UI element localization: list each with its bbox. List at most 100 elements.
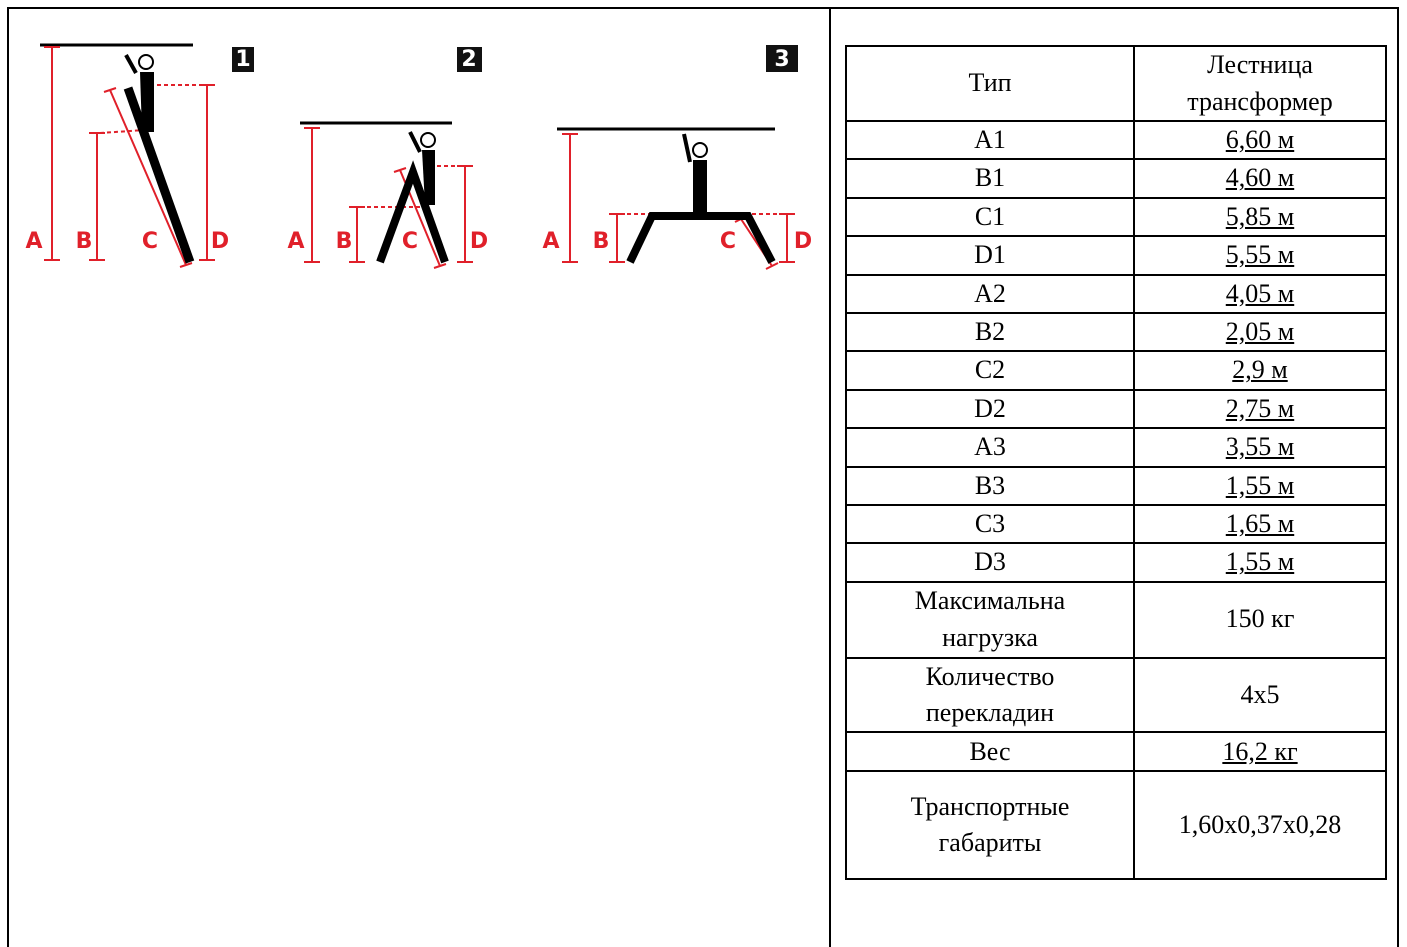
param-name: D2 — [974, 393, 1006, 423]
table-cell: B2 — [845, 311, 1135, 353]
dimension-label: C — [142, 229, 158, 254]
param-name: A3 — [974, 432, 1006, 462]
param-name: C2 — [974, 355, 1006, 385]
table-cell: 3,55 м — [1133, 427, 1387, 468]
table-cell: 2,75 м — [1133, 388, 1387, 430]
table-cell: 4,05 м — [1133, 273, 1387, 314]
table-row: Максимальна нагрузка 150 кг — [845, 580, 1387, 659]
table-cell: B1 — [845, 158, 1135, 199]
table-row: Вес 16,2 кг — [845, 731, 1387, 773]
param-value: 1,60x0,37x0,28 — [1178, 810, 1342, 840]
table-cell: D3 — [845, 542, 1135, 583]
param-value: 6,60 м — [1225, 125, 1295, 154]
header-text: Лестница трансформер — [1187, 50, 1333, 116]
table-cell: D1 — [845, 235, 1135, 276]
table-row: A1 6,60 м — [845, 119, 1387, 161]
param-value: 4,05 м — [1225, 278, 1295, 308]
dimension-label: A — [287, 229, 304, 254]
ladder-diagram-3: 3 A B C D — [542, 45, 812, 270]
header-cell: Тип — [845, 45, 1135, 122]
table-cell: 4,60 м — [1133, 158, 1387, 199]
table-row: B2 2,05 м — [845, 311, 1387, 353]
table-cell: D2 — [845, 388, 1135, 430]
dimension-label: C — [402, 229, 418, 254]
param-value: 4,60 м — [1225, 163, 1295, 193]
table-cell: C1 — [845, 196, 1135, 238]
param-value: 5,55 м — [1225, 240, 1295, 270]
table-cell: 150 кг — [1133, 580, 1387, 659]
table-row: C1 5,85 м — [845, 196, 1387, 238]
table-row: B1 4,60 м — [845, 158, 1387, 199]
table-row: D2 2,75 м — [845, 388, 1387, 430]
spec-table: Тип Лестница трансформер A1 6,60 м B1 4,60 … — [845, 45, 1387, 881]
table-cell: 1,60x0,37x0,28 — [1133, 770, 1387, 881]
diagram-number: 3 — [774, 47, 789, 72]
dimension-label: D — [211, 229, 229, 254]
table-row: C3 1,65 м — [845, 503, 1387, 545]
table-cell: 1,55 м — [1133, 465, 1387, 506]
param-value: 4x5 — [1240, 679, 1280, 709]
table-row: A3 3,55 м — [845, 427, 1387, 468]
param-name: Количество перекладин — [925, 661, 1055, 728]
param-value: 3,55 м — [1225, 432, 1295, 462]
param-name: D3 — [974, 547, 1006, 577]
param-name: D1 — [974, 240, 1006, 270]
table-cell: B3 — [845, 465, 1135, 506]
param-value: 150 кг — [1225, 604, 1295, 634]
dimension-label: A — [25, 229, 42, 254]
param-name: C1 — [974, 201, 1006, 231]
param-value: 1,55 м — [1225, 470, 1295, 500]
param-value: 2,05 м — [1225, 316, 1295, 346]
param-value: 16,2 кг — [1222, 736, 1298, 766]
table-row: B3 1,55 м — [845, 465, 1387, 506]
param-name: B2 — [974, 316, 1006, 346]
dimension-label: B — [593, 229, 610, 254]
param-name: Транспортные габариты — [910, 792, 1070, 858]
table-cell: 2,9 м — [1133, 350, 1387, 391]
table-cell: 2,05 м — [1133, 311, 1387, 353]
table-row: D3 1,55 м — [845, 542, 1387, 583]
diagram-number: 1 — [235, 47, 250, 72]
dimension-label: B — [76, 229, 93, 254]
table-cell: C2 — [845, 350, 1135, 391]
table-cell: A1 — [845, 119, 1135, 161]
table-cell: 1,65 м — [1133, 503, 1387, 545]
param-name: C3 — [974, 508, 1006, 538]
table-cell: Максимальна нагрузка — [845, 580, 1135, 659]
param-value: 2,9 м — [1232, 355, 1288, 385]
param-name: A2 — [974, 278, 1006, 308]
header-row: Тип Лестница трансформер — [845, 45, 1387, 122]
table-cell: A3 — [845, 427, 1135, 468]
dimension-label: D — [470, 229, 488, 254]
table-row: C2 2,9 м — [845, 350, 1387, 391]
param-name: B1 — [974, 163, 1006, 193]
table-cell: 16,2 кг — [1133, 731, 1387, 773]
param-value: 2,75 м — [1225, 393, 1295, 423]
param-value: 1,65 м — [1225, 508, 1295, 538]
dimension-label: A — [542, 229, 559, 254]
outer-border — [7, 7, 1399, 947]
param-name: Вес — [969, 736, 1011, 766]
ladder-diagram-2: 2 A B C D — [287, 47, 488, 269]
param-name: B3 — [974, 470, 1006, 500]
table-cell: C3 — [845, 503, 1135, 545]
table-cell: 5,85 м — [1133, 196, 1387, 238]
table-cell: 6,60 м — [1133, 119, 1387, 161]
table-cell: Транспортные габариты — [845, 770, 1135, 881]
table-cell: 1,55 м — [1133, 542, 1387, 583]
param-value: 1,55 м — [1225, 547, 1295, 577]
table-row: A2 4,05 м — [845, 273, 1387, 314]
table-cell: Количество перекладин — [845, 656, 1135, 734]
param-name: Максимальна нагрузка — [914, 586, 1066, 652]
table-cell: A2 — [845, 273, 1135, 314]
table-row: D1 5,55 м — [845, 235, 1387, 276]
dimension-label: B — [336, 229, 353, 254]
table-cell: 5,55 м — [1133, 235, 1387, 276]
table-body: A1 6,60 м B1 4,60 м C1 5,85 м D1 5,55 м A2 4,05 м… — [845, 119, 1387, 881]
table-cell: 4x5 — [1133, 656, 1387, 734]
table-row: Количество перекладин 4x5 — [845, 656, 1387, 734]
table-cell: Вес — [845, 731, 1135, 773]
param-value: 5,85 м — [1225, 201, 1295, 231]
ladder-diagram-1: 1 A B C D — [25, 43, 254, 268]
